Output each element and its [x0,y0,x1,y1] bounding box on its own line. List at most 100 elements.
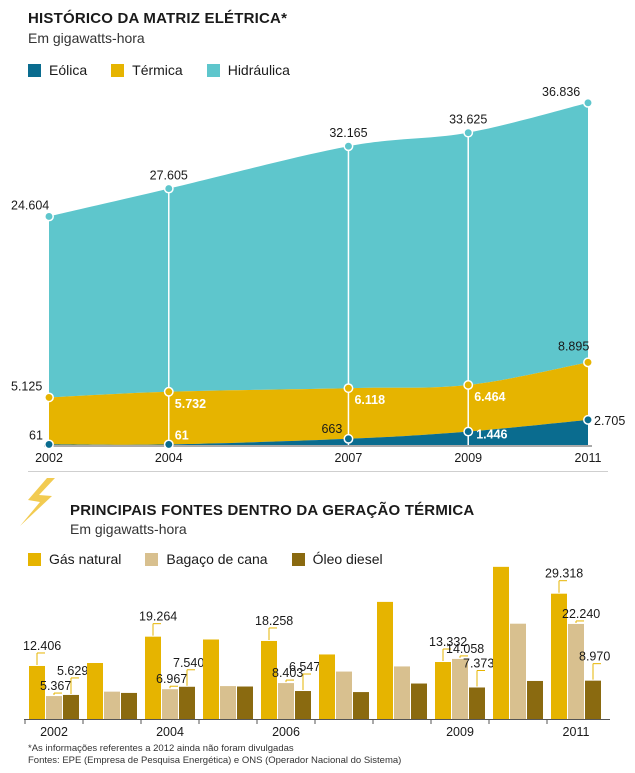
bar-label-bagaco-de-cana-2004: 6.967 [156,672,187,686]
label-eolica-2011: 2.705 [594,414,625,428]
bar-bagaco-de-cana-2005 [220,686,236,719]
legend-swatch-oleo-diesel [291,552,305,566]
bar-oleo-diesel-2008 [411,683,427,719]
bar-oleo-diesel-2011 [585,680,601,719]
bar-label-oleo-diesel-2004: 7.540 [173,656,204,670]
area-dot-eolica-2007 [343,433,354,444]
bar-bagaco-de-cana-2002 [46,696,62,719]
bar-gas-natural-2008 [377,601,393,719]
bar-gas-natural-2009 [435,662,451,719]
bar-gas-natural-2011 [551,593,567,719]
bar-label-gas-natural-2002: 12.406 [23,639,61,653]
bar-oleo-diesel-2005 [237,686,253,719]
area-dot-hidraulica-2004 [163,183,174,194]
bar-label-gas-natural-2004: 19.264 [139,610,177,624]
legend-swatch-termica [111,63,125,77]
label-termica-2007: 6.118 [354,393,385,407]
legend-item-gas-natural: Gás natural [28,551,121,567]
legend-label-eolica: Eólica [49,62,88,78]
bar-chart-legend: Gás natural Bagaço de cana Óleo diesel [28,551,407,567]
bar-label-bagaco-de-cana-2006: 8.403 [272,666,303,680]
bar-tick-2011: 2011 [563,725,590,739]
bar-oleo-diesel-2010 [527,680,543,719]
lightning-bolt-icon [20,478,55,526]
bar-bagaco-de-cana-2009 [452,658,468,719]
bar-tick-2004: 2004 [156,725,184,739]
label-eolica-2009: 1.446 [476,428,507,442]
area-dot-termica-2004 [163,386,174,397]
bar-gas-natural-2006 [261,640,277,719]
area-tick-2011: 2011 [575,451,602,465]
area-dot-termica-2011 [583,357,593,368]
bar-gas-natural-2005 [203,639,219,719]
bar-bagaco-de-cana-2011 [568,623,584,719]
bar-bagaco-de-cana-2003 [104,691,120,719]
legend-swatch-bagaco [145,552,159,566]
label-hidraulica-2002: 24.604 [11,198,49,212]
bar-label-oleo-diesel-2011: 8.970 [579,650,610,664]
area-chart-subtitle: Em gigawatts-hora [28,30,145,46]
area-tick-2007: 2007 [335,451,363,465]
bar-oleo-diesel-2009 [469,687,485,719]
label-eolica-2002: 61 [29,428,43,442]
legend-label-gas-natural: Gás natural [49,551,122,567]
area-dot-termica-2002 [44,392,54,403]
label-termica-2009: 6.464 [474,390,505,404]
label-hidraulica-2004: 27.605 [150,169,188,183]
bar-gas-natural-2010 [493,566,509,719]
legend-label-termica: Térmica [132,62,183,78]
legend-label-hidraulica: Hidráulica [227,62,290,78]
legend-item-bagaco: Bagaço de cana [145,551,268,567]
bar-oleo-diesel-2004 [179,686,195,719]
bar-gas-natural-2003 [87,663,103,719]
bar-bagaco-de-cana-2006 [278,683,294,719]
bar-oleo-diesel-2003 [121,692,137,719]
bar-label-oleo-diesel-2009: 7.373 [463,656,494,670]
legend-item-termica: Térmica [111,62,183,78]
area-chart-title: HISTÓRICO DA MATRIZ ELÉTRICA* [28,10,288,27]
bar-chart-title: PRINCIPAIS FONTES DENTRO DA GERAÇÃO TÉRM… [70,502,475,519]
area-dot-termica-2007 [343,383,354,394]
bar-tick-2002: 2002 [40,725,68,739]
area-dot-eolica-2004 [163,439,174,450]
legend-label-bagaco: Bagaço de cana [166,551,268,567]
area-dot-hidraulica-2007 [343,141,354,152]
bar-oleo-diesel-2006 [295,691,311,719]
area-tick-2002: 2002 [35,451,63,465]
footer-sources: Fontes: EPE (Empresa de Pesquisa Energét… [28,755,402,766]
bar-label-oleo-diesel-2006: 6.547 [289,660,320,674]
bar-label-gas-natural-2011: 29.318 [545,567,583,581]
area-hidraulica [49,102,588,398]
area-chart-legend: Eólica Térmica Hidráulica [28,62,314,78]
bar-tick-2006: 2006 [272,725,300,739]
bar-chart-subtitle: Em gigawatts-hora [70,521,187,537]
bar-bagaco-de-cana-2007 [336,671,352,719]
bar-bagaco-de-cana-2010 [510,623,526,719]
bar-label-oleo-diesel-2002: 5.629 [57,664,88,678]
label-termica-2002: 5.125 [11,379,42,393]
label-eolica-2004: 61 [175,428,189,442]
bar-label-bagaco-de-cana-2011: 22.240 [562,607,600,621]
label-hidraulica-2011: 36.836 [542,85,580,99]
bar-gas-natural-2004 [145,636,161,719]
legend-swatch-gas-natural [28,552,41,566]
area-termica [49,362,588,445]
label-eolica-2007: 663 [321,422,342,436]
area-tick-2004: 2004 [155,451,183,465]
area-tick-2009: 2009 [454,451,482,465]
area-eolica [49,419,588,445]
area-chart: 24.604 27.605 32.165 33.625 36.836 5.125 5.732… [11,85,625,465]
area-dot-eolica-2009 [463,426,474,437]
bar-gas-natural-2002 [29,665,45,719]
bar-gas-natural-2007 [319,654,335,719]
bar-label-bagaco-de-cana-2002: 5.367 [40,679,71,693]
bar-bagaco-de-cana-2008 [394,666,410,719]
legend-swatch-eolica [28,63,41,77]
area-dot-eolica-2011 [583,414,593,425]
area-dot-eolica-2002 [44,439,54,450]
bar-label-bagaco-de-cana-2009: 14.058 [446,642,484,656]
legend-label-oleo-diesel: Óleo diesel [312,551,383,567]
area-dot-hidraulica-2011 [583,97,593,108]
section-divider [28,471,608,472]
bar-oleo-diesel-2007 [353,692,369,719]
